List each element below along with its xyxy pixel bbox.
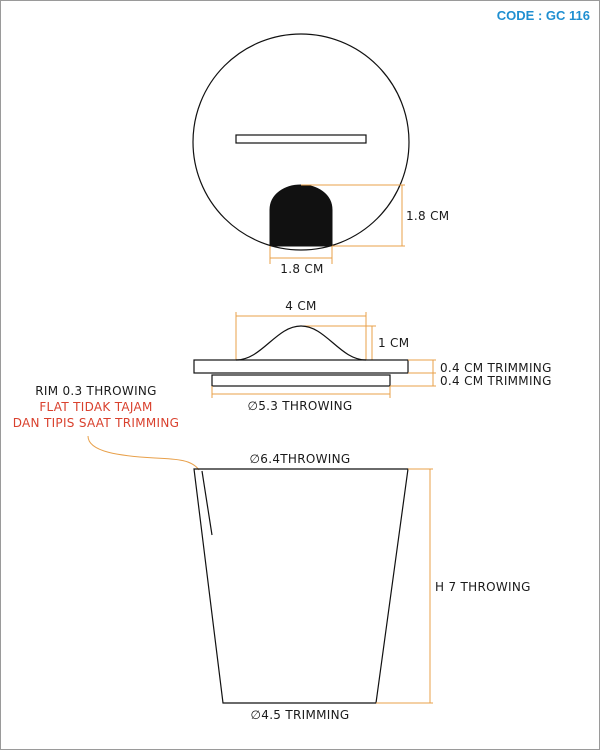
rim-note: RIM 0.3 THROWING FLAT TIDAK TAJAM DAN TI… xyxy=(13,384,200,471)
rim-note-line3: DAN TIPIS SAAT TRIMMING xyxy=(13,416,180,430)
lid-knob-height-label: 1 CM xyxy=(378,336,409,350)
lid-thickness-label: 0.4 CM TRIMMING xyxy=(440,361,552,375)
lid-knob-width-label: 4 CM xyxy=(285,299,316,313)
flange-diameter-label: ∅5.3 THROWING xyxy=(247,399,352,413)
flange-thickness-label: 0.4 CM TRIMMING xyxy=(440,374,552,388)
top-view-slot xyxy=(235,134,367,144)
top-view: 1.8 CM 1.8 CM xyxy=(192,33,449,276)
lid-knob-profile xyxy=(235,325,367,361)
cup-top-diameter-label: ∅6.4THROWING xyxy=(250,452,351,466)
top-view-knob-shape xyxy=(269,184,333,247)
cup-bottom-diameter-label: ∅4.5 TRIMMING xyxy=(251,708,350,722)
cup-body-outline xyxy=(193,468,409,704)
rim-note-line2: FLAT TIDAK TAJAM xyxy=(39,400,152,414)
lid-plate xyxy=(193,359,409,374)
top-height-label: 1.8 CM xyxy=(406,209,449,223)
cup-rim-thickness-line xyxy=(201,470,213,536)
lid-flange xyxy=(211,374,391,387)
cup-view: ∅6.4THROWING H 7 THROWING ∅4.5 TRIMMING xyxy=(193,452,531,722)
rim-note-line1: RIM 0.3 THROWING xyxy=(35,384,157,398)
top-width-label: 1.8 CM xyxy=(280,262,323,276)
cup-height-label: H 7 THROWING xyxy=(435,580,531,594)
product-code: CODE : GC 116 xyxy=(497,8,590,23)
top-view-circle xyxy=(192,33,410,251)
lid-view: 4 CM 1 CM 0.4 CM TRIMMING 0.4 CM TRIMMIN… xyxy=(193,299,552,413)
rim-note-leader xyxy=(87,435,200,471)
